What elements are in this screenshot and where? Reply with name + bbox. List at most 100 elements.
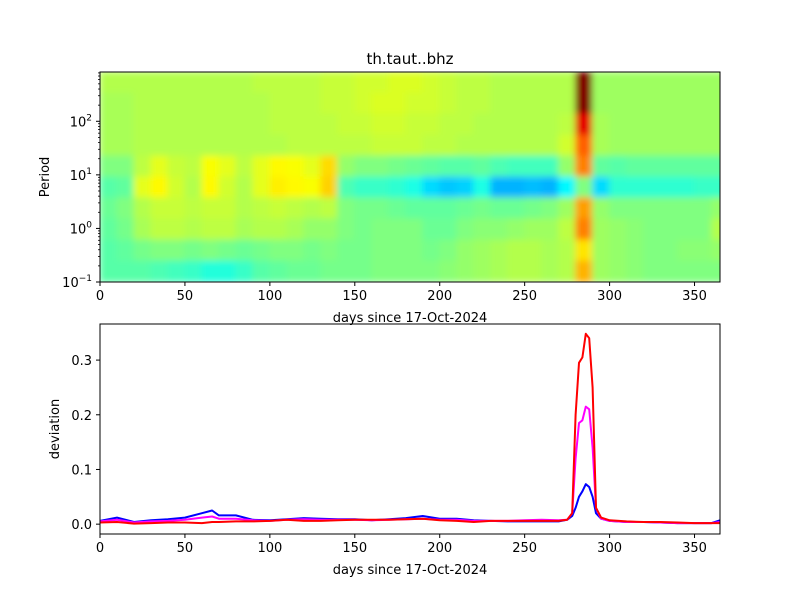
heatmap-cell bbox=[218, 155, 237, 178]
heatmap-cell bbox=[456, 92, 475, 115]
heatmap-cell bbox=[286, 155, 305, 178]
heatmap-cell bbox=[354, 218, 373, 241]
heatmap-cell bbox=[252, 134, 271, 157]
heatmap-cell bbox=[541, 113, 560, 136]
heatmap-cell bbox=[150, 239, 169, 262]
x-tick-label: 50 bbox=[177, 289, 194, 304]
heatmap-cell bbox=[201, 92, 220, 115]
heatmap-cell bbox=[218, 260, 237, 282]
heatmap-cell bbox=[507, 197, 526, 220]
heatmap-cell bbox=[456, 239, 475, 262]
heatmap-cell bbox=[388, 72, 407, 94]
heatmap-cell bbox=[473, 92, 492, 115]
heatmap-cell bbox=[558, 113, 577, 136]
heatmap-cell bbox=[405, 218, 424, 241]
heatmap-cell bbox=[541, 92, 560, 115]
heatmap-cell bbox=[609, 92, 628, 115]
heatmap-cell bbox=[184, 113, 203, 136]
heatmap-cell bbox=[490, 218, 509, 241]
heatmap-cell bbox=[218, 113, 237, 136]
heatmap-cell bbox=[150, 113, 169, 136]
x-tick-label: 200 bbox=[427, 289, 452, 304]
heatmap-cell bbox=[252, 197, 271, 220]
heatmap-cell bbox=[694, 260, 713, 282]
heatmap-cell bbox=[201, 218, 220, 241]
heatmap-cell bbox=[303, 72, 322, 94]
heatmap-cell bbox=[609, 260, 628, 282]
heatmap-cell bbox=[524, 218, 543, 241]
heatmap-cell bbox=[286, 260, 305, 282]
heatmap-cell bbox=[184, 176, 203, 199]
heatmap-cell bbox=[133, 72, 152, 94]
heatmap-cell bbox=[184, 197, 203, 220]
heatmap-cell bbox=[711, 92, 720, 115]
heatmap-cell bbox=[100, 218, 118, 241]
heatmap-cell bbox=[303, 239, 322, 262]
heatmap-cell bbox=[660, 218, 679, 241]
heatmap-cell bbox=[575, 155, 594, 178]
heatmap-cell bbox=[286, 239, 305, 262]
heatmap-cell bbox=[626, 176, 645, 199]
heatmap-cell bbox=[133, 260, 152, 282]
heatmap-cell bbox=[167, 197, 186, 220]
y-tick-label: 0.3 bbox=[71, 354, 92, 369]
heatmap-cell bbox=[439, 155, 458, 178]
heatmap-cell bbox=[269, 176, 288, 199]
heatmap-cell bbox=[354, 134, 373, 157]
heatmap-cell bbox=[116, 134, 135, 157]
heatmap-cell bbox=[218, 218, 237, 241]
heatmap-cell bbox=[711, 72, 720, 94]
bottom-axes-frame bbox=[99, 323, 721, 535]
heatmap-cell bbox=[201, 72, 220, 94]
heatmap-cell bbox=[660, 92, 679, 115]
heatmap-cell bbox=[541, 197, 560, 220]
heatmap-cell bbox=[626, 72, 645, 94]
heatmap-cell bbox=[660, 155, 679, 178]
heatmap-cell bbox=[150, 72, 169, 94]
heatmap-cell bbox=[711, 239, 720, 262]
heatmap-cell bbox=[235, 239, 254, 262]
heatmap-cell bbox=[184, 92, 203, 115]
series-line-red bbox=[100, 332, 720, 525]
top-x-label: days since 17-Oct-2024 bbox=[333, 311, 488, 326]
x-tick-label: 50 bbox=[177, 541, 194, 556]
heatmap-cell bbox=[184, 260, 203, 282]
heatmap-cell bbox=[337, 113, 356, 136]
heatmap-cell bbox=[303, 218, 322, 241]
heatmap-cell bbox=[677, 134, 696, 157]
heatmap-cell bbox=[507, 239, 526, 262]
heatmap-cell bbox=[167, 260, 186, 282]
heatmap-cell bbox=[439, 218, 458, 241]
heatmap-cell bbox=[541, 155, 560, 178]
heatmap-cell bbox=[439, 260, 458, 282]
heatmap-cell bbox=[100, 239, 118, 262]
heatmap-cell bbox=[524, 134, 543, 157]
heatmap-cell bbox=[694, 72, 713, 94]
heatmap-cell bbox=[100, 260, 118, 282]
heatmap-cell bbox=[133, 176, 152, 199]
heatmap-cell bbox=[507, 260, 526, 282]
chart-title: th.taut..bhz bbox=[366, 50, 453, 68]
heatmap-cell bbox=[422, 260, 441, 282]
series-line-blue bbox=[100, 483, 720, 525]
heatmap-cell bbox=[405, 155, 424, 178]
heatmap-cell bbox=[677, 92, 696, 115]
heatmap-cell bbox=[116, 72, 135, 94]
heatmap-cell bbox=[286, 92, 305, 115]
heatmap-cell bbox=[150, 218, 169, 241]
heatmap-cell bbox=[167, 72, 186, 94]
heatmap-cell bbox=[473, 176, 492, 199]
y-tick-label: 0.0 bbox=[71, 518, 92, 533]
heatmap-cell bbox=[405, 92, 424, 115]
y-tick-label: 102 bbox=[70, 113, 92, 130]
heatmap-cell bbox=[711, 218, 720, 241]
heatmap-cell bbox=[490, 197, 509, 220]
heatmap-cell bbox=[388, 134, 407, 157]
heatmap-cell bbox=[388, 113, 407, 136]
heatmap-cell bbox=[439, 72, 458, 94]
heatmap-cell bbox=[456, 134, 475, 157]
heatmap-cell bbox=[405, 113, 424, 136]
heatmap-cell bbox=[337, 218, 356, 241]
heatmap-cell bbox=[575, 239, 594, 262]
heatmap-cell bbox=[456, 260, 475, 282]
